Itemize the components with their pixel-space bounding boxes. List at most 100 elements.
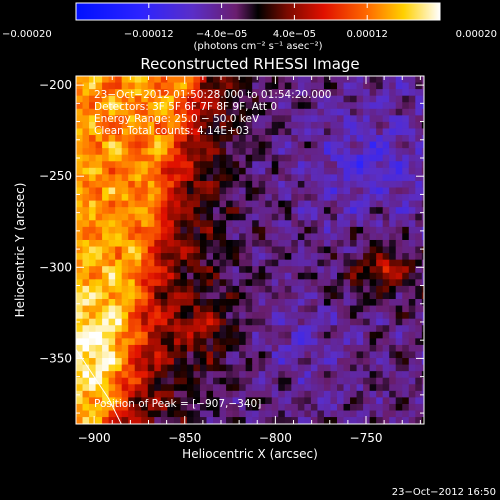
heatmap-cell — [284, 161, 292, 169]
heatmap-cell — [323, 108, 332, 116]
heatmap-cell — [232, 299, 240, 307]
heatmap-cell — [337, 154, 345, 162]
heatmap-cell — [252, 167, 260, 175]
heatmap-cell — [356, 246, 364, 254]
heatmap-cell — [199, 292, 208, 300]
heatmap-cell — [193, 364, 201, 372]
heatmap-cell — [193, 344, 201, 353]
heatmap-cell — [121, 187, 129, 195]
heatmap-cell — [226, 135, 234, 143]
heatmap-cell — [213, 266, 221, 274]
heatmap-cell — [271, 239, 279, 248]
info-line-clean: Clean Total counts: 4.14E+03 — [94, 125, 249, 137]
heatmap-cell — [95, 128, 103, 136]
heatmap-cell — [141, 246, 149, 254]
heatmap-cell — [128, 167, 136, 175]
heatmap-cell — [108, 338, 116, 346]
heatmap-cell — [252, 121, 260, 130]
heatmap-cell — [337, 135, 345, 143]
heatmap-cell — [297, 285, 305, 294]
heatmap-cell — [199, 299, 208, 307]
heatmap-cell — [330, 279, 338, 287]
heatmap-cell — [265, 194, 273, 202]
heatmap-cell — [213, 285, 221, 294]
heatmap-cell — [206, 89, 214, 97]
heatmap-cell — [252, 305, 260, 313]
heatmap-cell — [252, 417, 260, 424]
heatmap-cell — [154, 410, 162, 418]
heatmap-cell — [382, 390, 390, 398]
heatmap-cell — [265, 397, 273, 405]
heatmap-cell — [167, 226, 175, 235]
heatmap-cell — [258, 108, 266, 116]
heatmap-cell — [323, 246, 332, 254]
heatmap-cell — [343, 279, 351, 287]
heatmap-cell — [226, 161, 234, 169]
heatmap-cell — [291, 417, 299, 424]
heatmap-cell — [186, 187, 195, 195]
heatmap-cell — [408, 364, 416, 372]
heatmap-cell — [95, 410, 103, 418]
heatmap-cell — [89, 364, 97, 372]
heatmap-cell — [304, 233, 312, 241]
heatmap-cell — [350, 384, 358, 392]
heatmap-cell — [173, 167, 181, 175]
heatmap-cell — [102, 344, 110, 353]
heatmap-cell — [219, 338, 227, 346]
heatmap-cell — [239, 371, 247, 379]
heatmap-cell — [310, 108, 319, 116]
heatmap-cell — [239, 226, 247, 235]
heatmap-cell — [246, 430, 253, 437]
heatmap-cell — [245, 128, 253, 136]
heatmap-cell — [173, 318, 181, 326]
heatmap-cell — [421, 246, 424, 254]
heatmap-cell — [408, 154, 416, 162]
heatmap-cell — [193, 292, 201, 300]
heatmap-cell — [428, 286, 435, 293]
heatmap-cell — [323, 338, 332, 346]
heatmap-cell — [206, 423, 214, 424]
heatmap-cell — [167, 417, 175, 424]
heatmap-cell — [369, 266, 377, 274]
heatmap-cell — [154, 403, 162, 412]
heatmap-cell — [389, 115, 397, 123]
heatmap-cell — [284, 417, 292, 424]
heatmap-cell — [369, 259, 377, 267]
heatmap-cell — [408, 423, 416, 424]
heatmap-cell — [389, 226, 397, 235]
heatmap-cell — [167, 200, 175, 208]
heatmap-cell — [186, 259, 195, 267]
heatmap-cell — [186, 115, 195, 123]
heatmap-cell — [402, 207, 410, 215]
heatmap-cell — [89, 194, 97, 202]
heatmap-cell — [265, 174, 273, 182]
heatmap-cell — [213, 194, 221, 202]
heatmap-cell — [356, 377, 364, 385]
heatmap-cell — [428, 188, 435, 195]
heatmap-cell — [265, 259, 273, 267]
heatmap-cell — [382, 200, 390, 208]
heatmap-cell — [245, 233, 253, 241]
heatmap-cell — [213, 417, 221, 424]
heatmap-cell — [252, 364, 260, 372]
heatmap-cell — [376, 220, 384, 228]
heatmap-cell — [180, 318, 188, 326]
heatmap-cell — [219, 115, 227, 123]
heatmap-cell — [134, 331, 142, 339]
heatmap-cell — [245, 89, 253, 97]
heatmap-cell — [297, 364, 305, 372]
heatmap-cell — [265, 338, 273, 346]
heatmap-cell — [271, 371, 279, 379]
heatmap-cell — [232, 115, 240, 123]
heatmap-cell — [239, 239, 247, 248]
heatmap-cell — [415, 390, 423, 398]
heatmap-cell — [421, 364, 424, 372]
heatmap-cell — [147, 338, 155, 346]
heatmap-cell — [265, 207, 273, 215]
heatmap-cell — [128, 115, 136, 123]
heatmap-cell — [245, 417, 253, 424]
heatmap-cell — [402, 135, 410, 143]
heatmap-cell — [402, 128, 410, 136]
heatmap-cell — [95, 318, 103, 326]
heatmap-cell — [369, 200, 377, 208]
